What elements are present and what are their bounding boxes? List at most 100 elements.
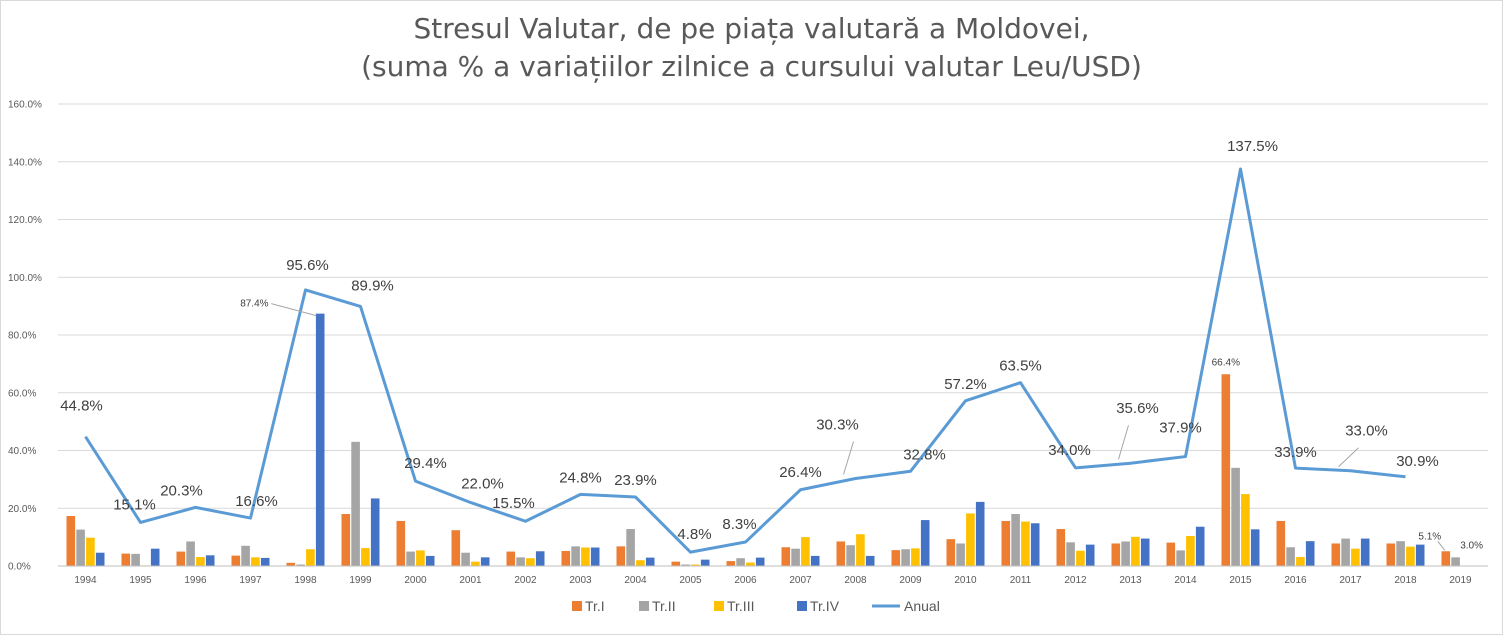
bar-trii-2001 <box>461 552 470 566</box>
line-data-label: 26.4% <box>779 464 822 481</box>
bar-triii-2001 <box>471 561 480 566</box>
bar-data-label: 66.4% <box>1212 357 1240 368</box>
x-tick-label: 2003 <box>569 575 592 586</box>
line-data-label: 57.2% <box>944 376 987 393</box>
bar-trii-1998 <box>296 564 305 566</box>
bar-triv-2004 <box>645 557 655 566</box>
bar-tri-2005 <box>671 561 681 566</box>
bar-triii-2000 <box>416 550 425 566</box>
bar-triv-2008 <box>865 555 875 566</box>
line-data-label: 8.3% <box>722 516 756 533</box>
legend-label: Anual <box>904 598 940 614</box>
bar-triv-2010 <box>975 501 985 566</box>
line-data-label: 35.6% <box>1116 400 1159 417</box>
x-tick-label: 2000 <box>404 575 427 586</box>
y-tick-label: 100.0% <box>8 273 42 284</box>
bar-trii-2017 <box>1341 538 1350 566</box>
bar-tri-2012 <box>1056 529 1066 566</box>
bar-triii-2002 <box>526 558 535 566</box>
legend-swatch <box>797 601 807 611</box>
bar-trii-2014 <box>1176 550 1185 566</box>
bar-triv-2005 <box>700 559 710 566</box>
bar-tri-2002 <box>506 551 516 566</box>
line-data-label: 15.1% <box>113 496 156 513</box>
bar-tri-1996 <box>176 551 186 566</box>
bar-triv-1994 <box>95 552 105 566</box>
bar-triii-2017 <box>1351 548 1360 566</box>
x-tick-label: 2019 <box>1449 575 1472 586</box>
line-data-label: 34.0% <box>1048 442 1091 459</box>
x-tick-label: 2014 <box>1174 575 1197 586</box>
bar-triii-2003 <box>581 547 590 566</box>
y-tick-label: 120.0% <box>8 215 42 226</box>
bar-tri-1999 <box>341 514 351 566</box>
line-data-label: 16.6% <box>235 493 278 510</box>
bar-triv-2002 <box>535 551 545 566</box>
line-data-label: 44.8% <box>60 398 103 415</box>
y-tick-label: 60.0% <box>8 388 36 399</box>
x-tick-label: 2004 <box>624 575 647 586</box>
bar-tri-2014 <box>1166 542 1176 566</box>
bar-trii-1999 <box>351 441 360 566</box>
x-tick-label: 2007 <box>789 575 812 586</box>
line-data-label: 29.4% <box>404 455 447 472</box>
line-data-label: 37.9% <box>1159 420 1202 437</box>
bar-tri-2009 <box>891 550 901 566</box>
y-tick-label: 40.0% <box>8 446 36 457</box>
x-tick-label: 2005 <box>679 575 702 586</box>
line-data-label: 95.6% <box>286 257 329 274</box>
bar-tri-2018 <box>1386 543 1396 566</box>
line-data-label: 22.0% <box>461 475 504 492</box>
bar-triv-2003 <box>590 547 600 566</box>
bar-trii-1995 <box>131 553 140 566</box>
x-tick-label: 2018 <box>1394 575 1417 586</box>
legend-swatch <box>639 601 649 611</box>
bar-trii-2010 <box>956 543 965 566</box>
bar-trii-2015 <box>1231 467 1240 566</box>
bar-triv-2006 <box>755 557 765 566</box>
line-data-label: 32.8% <box>903 446 946 463</box>
bar-trii-2005 <box>681 564 690 566</box>
x-tick-label: 2015 <box>1229 575 1252 586</box>
bar-triii-2016 <box>1296 557 1305 566</box>
bar-trii-1997 <box>241 545 250 566</box>
bar-tri-2011 <box>1001 520 1011 566</box>
bar-triii-2006 <box>746 562 755 566</box>
bar-tri-2006 <box>726 561 736 566</box>
bar-trii-2013 <box>1121 541 1130 566</box>
x-tick-label: 2010 <box>954 575 977 586</box>
bar-trii-2019 <box>1451 557 1460 566</box>
legend-label: Tr.II <box>652 598 676 614</box>
x-tick-label: 1996 <box>184 575 207 586</box>
bar-trii-2018 <box>1396 541 1405 566</box>
bar-triv-1999 <box>370 498 380 566</box>
annotation-leader-line <box>271 303 317 317</box>
x-tick-label: 2016 <box>1284 575 1307 586</box>
line-data-label: 23.9% <box>614 472 657 489</box>
y-tick-label: 80.0% <box>8 331 36 342</box>
bar-triv-2017 <box>1360 538 1370 566</box>
x-tick-label: 2012 <box>1064 575 1087 586</box>
x-tick-label: 2017 <box>1339 575 1362 586</box>
bar-trii-2016 <box>1286 547 1295 566</box>
line-data-label: 137.5% <box>1227 138 1278 155</box>
bar-data-label: 5.1% <box>1418 531 1441 542</box>
x-tick-label: 2006 <box>734 575 757 586</box>
bar-triv-1995 <box>150 548 160 566</box>
line-data-label: 89.9% <box>351 277 394 294</box>
line-data-label: 30.9% <box>1396 453 1439 470</box>
x-tick-label: 2013 <box>1119 575 1142 586</box>
bar-triii-2013 <box>1131 536 1140 566</box>
x-tick-label: 1997 <box>239 575 262 586</box>
chart-subtitle: (suma % a variațiilor zilnice a cursului… <box>361 50 1142 83</box>
bar-triii-2011 <box>1021 521 1030 566</box>
bar-trii-2009 <box>901 549 910 566</box>
label-leader-line <box>843 441 854 475</box>
bar-tri-2017 <box>1331 543 1341 566</box>
line-data-label: 33.9% <box>1274 444 1317 461</box>
bar-triii-2018 <box>1406 546 1415 566</box>
bar-trii-2008 <box>846 545 855 566</box>
line-data-label: 30.3% <box>816 417 859 434</box>
bar-triii-1999 <box>361 548 370 566</box>
line-data-label: 20.3% <box>160 482 203 499</box>
